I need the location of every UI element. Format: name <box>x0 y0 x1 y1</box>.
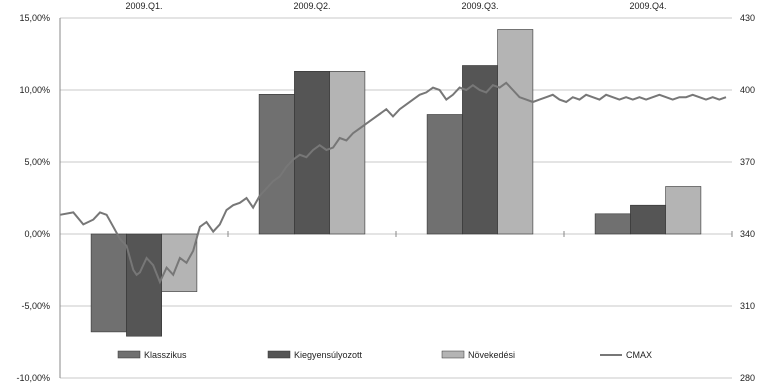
y-right-tick-label: 430 <box>740 13 755 23</box>
legend-swatch <box>267 350 291 359</box>
bar <box>329 71 366 235</box>
legend-swatch <box>441 350 465 359</box>
legend: Klasszikus Kiegyensúlyozott Növekedési CMAX <box>117 350 652 360</box>
cmax-line <box>59 81 727 285</box>
y-right-tick-label: 400 <box>740 85 755 95</box>
line-series <box>59 81 727 285</box>
bar <box>426 114 463 235</box>
y-left-tick-label: -10,00% <box>16 373 50 383</box>
y-left-tick-label: 15,00% <box>19 13 50 23</box>
y-right-tick-label: 310 <box>740 301 755 311</box>
legend-label: Kiegyensúlyozott <box>294 350 363 360</box>
y-left-tick-label: 10,00% <box>19 85 50 95</box>
legend-swatch <box>117 350 141 359</box>
axes: 15,00% 10,00% 5,00% 0,00% -5,00% -10,00% 430 40… <box>16 1 755 383</box>
y-right-tick-label: 340 <box>740 229 755 239</box>
legend-label: Növekedési <box>468 350 515 360</box>
bar <box>630 204 667 235</box>
bar <box>161 233 198 292</box>
bar <box>126 233 163 337</box>
bar <box>594 213 631 235</box>
legend-label: CMAX <box>626 350 652 360</box>
y-left-tick-label: 0,00% <box>24 229 50 239</box>
category-label: 2009.Q3. <box>461 1 498 11</box>
bar <box>665 186 702 235</box>
bars <box>90 29 702 337</box>
bar <box>90 233 127 333</box>
y-left-tick-label: 5,00% <box>24 157 50 167</box>
category-label: 2009.Q1. <box>125 1 162 11</box>
bar <box>294 71 330 235</box>
bar <box>497 29 534 235</box>
y-left-tick-label: -5,00% <box>21 301 50 311</box>
category-label: 2009.Q4. <box>629 1 666 11</box>
y-right-tick-label: 370 <box>740 157 755 167</box>
category-label: 2009.Q2. <box>293 1 330 11</box>
legend-label: Klasszikus <box>144 350 187 360</box>
y-right-tick-label: 280 <box>740 373 755 383</box>
